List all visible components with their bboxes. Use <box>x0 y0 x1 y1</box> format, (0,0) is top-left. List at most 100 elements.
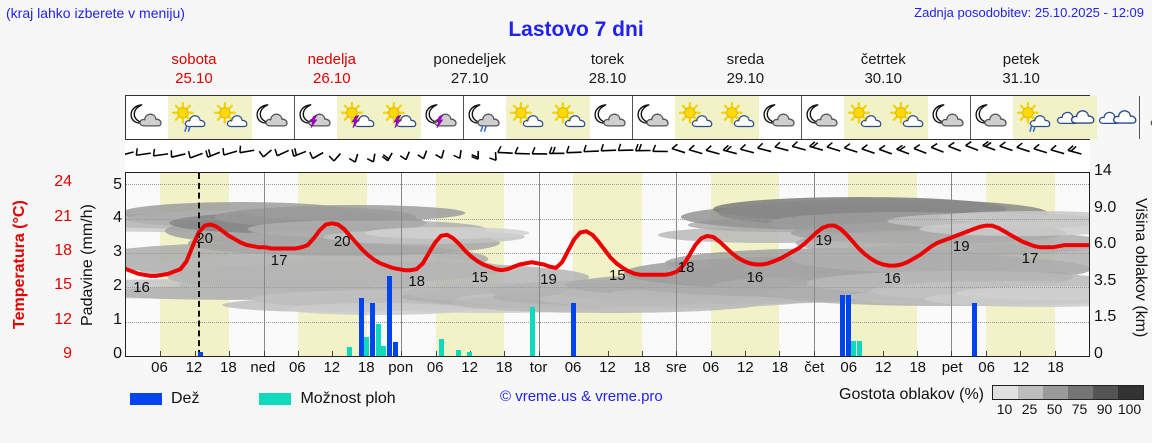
hour-tick <box>160 351 162 356</box>
precipitation-tick: 4 <box>113 209 122 227</box>
cloudy-icon <box>1097 96 1139 139</box>
hour-tick <box>229 351 231 356</box>
cloud-density-value: 25 <box>1021 401 1038 417</box>
temperature-tick: 15 <box>54 276 72 294</box>
temperature-value-label: 17 <box>1021 250 1039 268</box>
night-cloudy-icon <box>802 96 844 139</box>
precipitation-bar-showers <box>375 323 381 356</box>
weather-icon-day-group <box>802 96 971 139</box>
temperature-value-label: 16 <box>746 268 764 286</box>
day-date: 26.10 <box>313 70 351 87</box>
precipitation-bar-rain <box>387 276 393 356</box>
showers-color-swatch <box>259 393 292 405</box>
weather-icon-day-group <box>295 96 464 139</box>
hour-tick <box>917 351 919 356</box>
night-cloudy-icon <box>252 96 294 139</box>
cloud-height-axis-title: Višina oblakov (km) <box>1132 197 1149 338</box>
day-separator <box>676 173 678 356</box>
cloud-density-swatch <box>1068 386 1093 399</box>
sun-cloud-icon <box>548 96 590 139</box>
temperature-value-label: 18 <box>677 259 695 277</box>
night-cloud-thunder-icon <box>421 96 463 139</box>
day-header-torek: torek 28.10 <box>539 50 677 92</box>
temperature-value-label: 18 <box>408 273 426 291</box>
cloud-density-swatch <box>993 386 1018 399</box>
precipitation-bar-showers <box>530 306 536 356</box>
weather-icon-day-group <box>464 96 633 139</box>
cloud-density-value: 10 <box>996 401 1013 417</box>
cloud-density-legend: Gostota oblakov (%) 10 25 50 75 90 100 <box>839 385 1144 417</box>
precipitation-tick: 2 <box>113 277 122 295</box>
night-cloudy-icon <box>759 96 801 139</box>
precipitation-tick: 1 <box>113 311 122 329</box>
last-update-text: Zadnja posodobitev: 25.10.2025 - 12:09 <box>914 5 1144 20</box>
x-tick-label: 12 <box>185 359 203 376</box>
precipitation-bar-showers <box>381 345 387 356</box>
hour-tick <box>1020 351 1022 356</box>
x-tick-label: 06 <box>564 359 582 376</box>
temperature-value-label: 16 <box>884 269 901 287</box>
cloud-density-value: 100 <box>1117 401 1142 417</box>
x-tick-label: 12 <box>323 359 341 376</box>
cloud-density-swatch <box>1118 386 1143 399</box>
sun-cloud-drizzle-icon <box>168 96 210 139</box>
horizontal-gridline <box>126 184 1089 186</box>
horizontal-gridline <box>126 287 1089 289</box>
cloud-density-swatch <box>1043 386 1068 399</box>
rain-legend-label: Dež <box>171 390 200 407</box>
wind-barbs <box>118 140 1082 163</box>
x-axis-tick-labels: 06 12 18 ned 06 12 18 pon 06 12 18 tor 06 12 18 sre 06 12… <box>125 359 1090 381</box>
day-header-row: sobota 25.10 nedelja 26.10 ponedeljek 27.10 to… <box>125 50 1090 92</box>
x-tick-label: 12 <box>874 359 892 376</box>
day-name: torek <box>590 51 625 68</box>
precipitation-tick: 5 <box>113 175 122 193</box>
day-separator <box>401 173 403 356</box>
hour-tick <box>951 351 953 356</box>
day-name: sobota <box>171 51 217 68</box>
daylight-band <box>573 173 642 356</box>
night-cloudy-icon <box>971 96 1013 139</box>
x-tick-label: pon <box>388 359 414 376</box>
cloud-density-swatches <box>992 385 1144 400</box>
weather-icon-day-group <box>126 96 295 139</box>
cloud-density-swatch <box>1093 386 1118 399</box>
temperature-tick: 9 <box>63 345 72 362</box>
cloud-density-scale: 10 25 50 75 90 100 <box>992 385 1144 417</box>
x-tick-label: pet <box>941 359 963 376</box>
temperature-tick: 21 <box>54 207 72 225</box>
precipitation-axis-ticks: 5 4 3 2 1 0 <box>100 160 122 370</box>
legend-item-rain: Dež <box>130 390 199 408</box>
precipitation-bar-showers <box>438 339 444 356</box>
precipitation-bar-rain <box>840 295 846 356</box>
legend-item-showers: Možnost ploh <box>259 390 396 408</box>
cloud-height-tick: 14 <box>1094 162 1112 179</box>
hour-tick <box>676 351 678 356</box>
temperature-value-label: 15 <box>471 268 489 286</box>
x-tick-label: 18 <box>909 359 927 376</box>
x-tick-label: 18 <box>633 359 651 376</box>
precipitation-bar-rain <box>845 295 851 356</box>
sun-cloud-icon <box>886 96 928 139</box>
precipitation-bar-showers <box>455 349 461 356</box>
x-tick-label: 18 <box>495 359 513 376</box>
temperature-value-label: 19 <box>815 231 832 249</box>
day-date: 30.10 <box>864 70 902 87</box>
x-tick-label: 12 <box>1012 359 1030 376</box>
day-name: sreda <box>726 51 765 68</box>
precipitation-bar-rain <box>198 351 204 356</box>
day-name: četrtek <box>860 51 906 68</box>
meteogram-plot: 16 20 17 20 18 15 19 15 18 16 19 16 19 17 <box>125 172 1090 357</box>
night-cloud-thunder-icon <box>295 96 337 139</box>
temperature-value-label: 15 <box>608 267 626 285</box>
temperature-axis-ticks: 24 21 18 15 12 9 <box>38 160 72 370</box>
cloud-density-value: 75 <box>1071 401 1088 417</box>
hour-tick <box>745 351 747 356</box>
temperature-value-label: 20 <box>333 233 351 251</box>
sun-cloud-thunder-icon <box>379 96 421 139</box>
day-date: 28.10 <box>588 70 627 87</box>
hour-tick <box>297 351 299 356</box>
x-tick-label: 18 <box>1047 359 1064 376</box>
temperature-curve <box>126 221 1089 278</box>
x-tick-label: 06 <box>151 359 168 376</box>
day-name: petek <box>1002 51 1040 68</box>
